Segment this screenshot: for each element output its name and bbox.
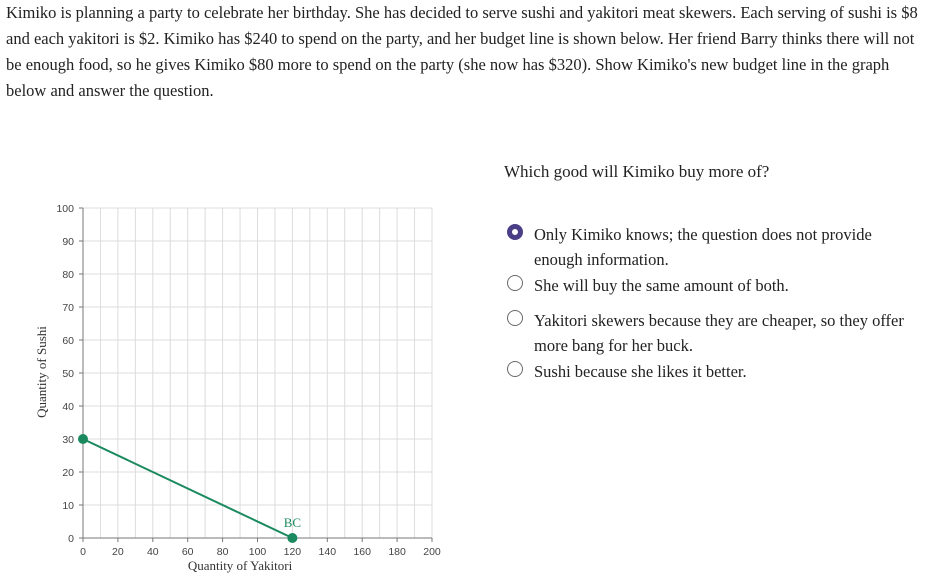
chart-ticks: 0 10 20 30 40 50 60 70 80 90 100 0 20 40 60 80 100 120 140… xyxy=(56,203,440,558)
y-axis-label: Quantity of Sushi xyxy=(34,326,49,418)
y-tick-label: 30 xyxy=(62,434,74,446)
x-tick-label: 140 xyxy=(319,546,337,558)
option-label: Yakitori skewers because they are cheape… xyxy=(534,311,904,355)
x-tick-label: 200 xyxy=(423,546,441,558)
x-tick-label: 0 xyxy=(80,546,86,558)
y-tick-label: 80 xyxy=(62,269,74,281)
series-label: BC xyxy=(284,515,301,530)
x-tick-label: 120 xyxy=(284,546,302,558)
x-axis-label: Quantity of Yakitori xyxy=(188,558,293,573)
y-tick-label: 0 xyxy=(68,533,74,545)
radio-button[interactable] xyxy=(507,361,523,377)
x-tick-label: 160 xyxy=(353,546,371,558)
y-tick-label: 70 xyxy=(62,302,74,314)
radio-button[interactable] xyxy=(507,310,523,326)
question-prompt: Kimiko is planning a party to celebrate … xyxy=(6,3,918,100)
y-tick-label: 40 xyxy=(62,401,74,413)
budget-line-point xyxy=(78,434,88,444)
chart-grid xyxy=(82,207,433,539)
budget-line-bc xyxy=(82,438,293,539)
option-label: Only Kimiko knows; the question does not… xyxy=(534,225,872,269)
x-tick-label: 100 xyxy=(249,546,267,558)
y-tick-label: 60 xyxy=(62,335,74,347)
y-tick-label: 20 xyxy=(62,467,74,479)
radio-button[interactable] xyxy=(507,275,523,291)
x-tick-label: 60 xyxy=(182,546,194,558)
x-tick-label: 20 xyxy=(112,546,124,558)
radio-button[interactable] xyxy=(507,224,523,240)
y-tick-label: 50 xyxy=(62,368,74,380)
x-tick-label: 80 xyxy=(217,546,229,558)
y-tick-label: 100 xyxy=(56,203,74,215)
option-label: She will buy the same amount of both. xyxy=(534,276,789,295)
y-tick-label: 10 xyxy=(62,500,74,512)
question-text: Which good will Kimiko buy more of? xyxy=(504,162,770,181)
chart-series: BC xyxy=(78,434,301,543)
y-tick-label: 90 xyxy=(62,236,74,248)
x-tick-label: 40 xyxy=(147,546,159,558)
budget-line-point xyxy=(287,533,298,543)
option-label: Sushi because she likes it better. xyxy=(534,362,747,381)
x-tick-label: 180 xyxy=(388,546,406,558)
